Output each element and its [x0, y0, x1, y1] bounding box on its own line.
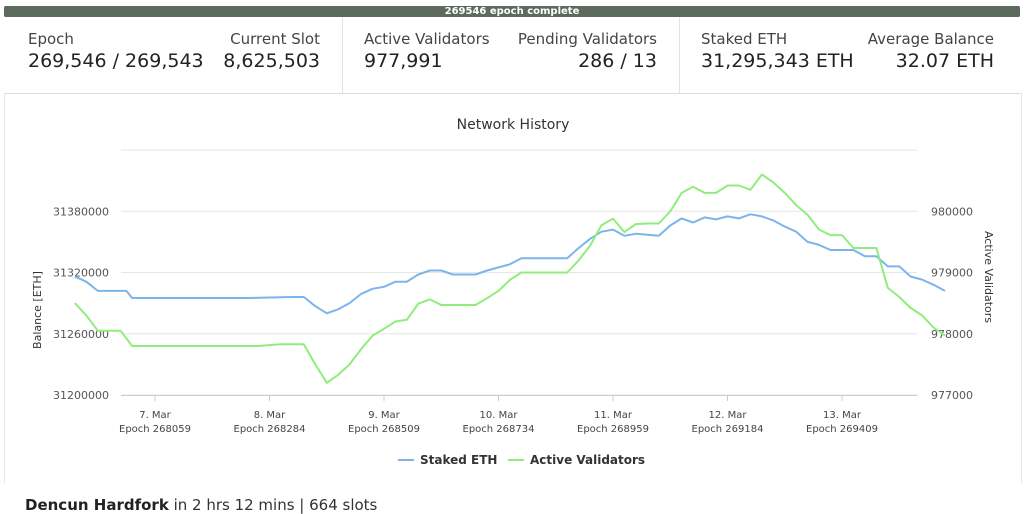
stat-average-balance: Average Balance 32.07 ETH [868, 29, 994, 73]
y-axis-label: Balance [ETH] [31, 271, 44, 349]
network-history-chart-svg: Network History Balance [ETH] Active Val… [31, 117, 995, 467]
x-tick-epoch-label: Epoch 269184 [692, 424, 764, 435]
x-tick-epoch-label: Epoch 268059 [119, 424, 191, 435]
series-line-staked-eth [74, 213, 946, 315]
stat-epoch-value: 269,546 / 269,543 [28, 50, 204, 72]
y2-tick-label: 977000 [931, 389, 973, 402]
y2-tick-label: 979000 [931, 267, 973, 280]
y-tick-label: 31200000 [53, 389, 109, 402]
x-tick-epoch-label: Epoch 269409 [806, 424, 878, 435]
stat-pending-validators: Pending Validators 286 / 13 [518, 29, 657, 73]
legend-item-active-validators[interactable]: Active Validators [508, 453, 645, 467]
x-tick-date-label: 13. Mar [823, 410, 862, 421]
network-history-chart: Network History Balance [ETH] Active Val… [4, 93, 1022, 483]
y2-axis-label: Active Validators [982, 231, 995, 323]
legend-label: Staked ETH [420, 453, 497, 467]
legend-item-staked-eth[interactable]: Staked ETH [398, 453, 497, 467]
stat-active-validators-label: Active Validators [364, 30, 490, 48]
stat-pending-validators-value: 286 / 13 [578, 50, 657, 72]
x-tick-date-label: 12. Mar [709, 410, 748, 421]
stats-divider [679, 17, 680, 93]
y-tick-label: 31260000 [53, 328, 109, 341]
x-tick-date-label: 8. Mar [254, 410, 286, 421]
legend-label: Active Validators [530, 453, 645, 467]
stat-average-balance-label: Average Balance [867, 30, 994, 48]
x-tick-epoch-label: Epoch 268509 [348, 424, 420, 435]
network-stats-bar: Epoch 269,546 / 269,543 Current Slot 8,6… [4, 17, 1020, 94]
stat-staked-eth-value: 31,295,343 ETH [701, 50, 854, 72]
x-tick-epoch-label: Epoch 268284 [234, 424, 306, 435]
epoch-progress-bar: 269546 epoch complete [4, 6, 1020, 17]
x-tick-date-label: 10. Mar [480, 410, 519, 421]
stat-pending-validators-label: Pending Validators [517, 30, 657, 48]
stats-divider [342, 17, 343, 93]
x-tick-epoch-label: Epoch 268959 [577, 424, 649, 435]
stat-current-slot-label: Current Slot [230, 30, 320, 48]
x-tick-date-label: 7. Mar [139, 410, 171, 421]
chart-title: Network History [457, 117, 570, 133]
series-line-active-validators [74, 173, 946, 384]
stat-active-validators: Active Validators 977,991 [364, 29, 490, 73]
stat-current-slot: Current Slot 8,625,503 [223, 29, 320, 73]
y2-tick-label: 978000 [931, 328, 973, 341]
x-tick-epoch-label: Epoch 268734 [463, 424, 535, 435]
stat-average-balance-value: 32.07 ETH [895, 50, 994, 72]
stat-staked-eth: Staked ETH 31,295,343 ETH [701, 29, 854, 73]
stat-current-slot-value: 8,625,503 [223, 50, 320, 72]
hardfork-countdown-text: in 2 hrs 12 mins | 664 slots [168, 496, 378, 514]
y-tick-label: 31380000 [53, 205, 109, 218]
stat-epoch-label: Epoch [28, 30, 74, 48]
stat-staked-eth-label: Staked ETH [701, 30, 788, 48]
x-tick-date-label: 11. Mar [594, 410, 633, 421]
stat-active-validators-value: 977,991 [364, 50, 443, 72]
epoch-progress-text: 269546 epoch complete [444, 6, 580, 17]
epoch-progress-fill [4, 6, 1020, 17]
y-tick-label: 31320000 [53, 267, 109, 280]
stat-epoch: Epoch 269,546 / 269,543 [28, 29, 204, 73]
hardfork-countdown: Dencun Hardfork in 2 hrs 12 mins | 664 s… [25, 496, 377, 514]
y2-tick-label: 980000 [931, 205, 973, 218]
hardfork-name: Dencun Hardfork [25, 496, 169, 514]
x-tick-date-label: 9. Mar [368, 410, 400, 421]
